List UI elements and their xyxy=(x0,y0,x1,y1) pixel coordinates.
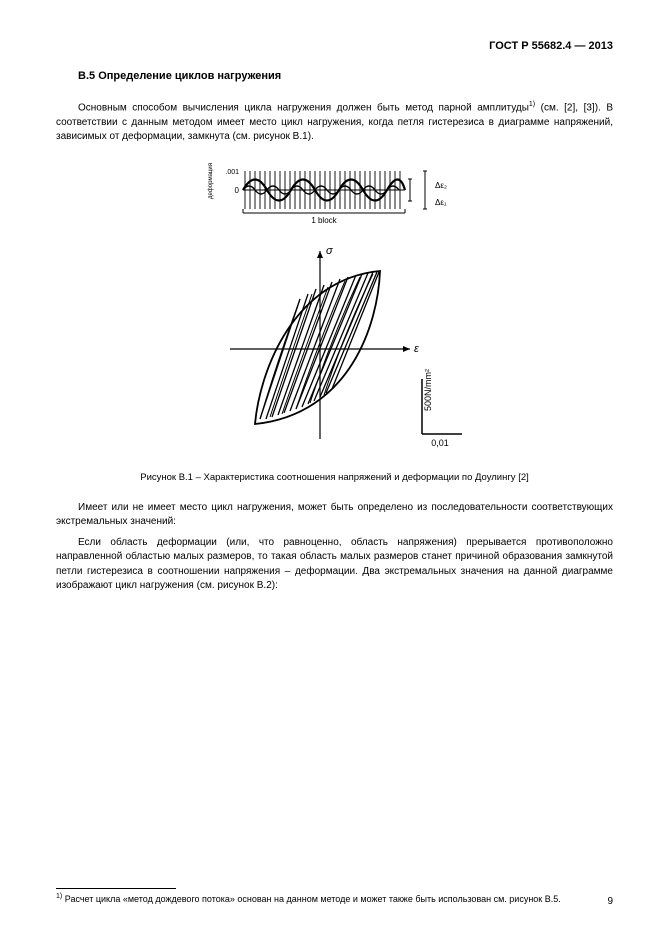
footnote-text: Расчет цикла «метод дождевого потока» ос… xyxy=(62,894,561,904)
paragraph-2: Имеет или не имеет место цикл нагружения… xyxy=(56,501,613,530)
footnote-rule xyxy=(56,888,176,889)
figure-b1-caption: Рисунок В.1 – Характеристика соотношения… xyxy=(56,472,613,483)
figure-b1-top: деформация .001 0 xyxy=(56,157,613,225)
block-label: 1 block xyxy=(311,216,337,225)
ytick-001: .001 xyxy=(225,169,239,176)
doc-standard-code: ГОСТ Р 55682.4 — 2013 xyxy=(56,40,613,52)
page-number: 9 xyxy=(607,896,613,907)
section-title-text: Определение циклов нагружения xyxy=(98,70,281,82)
epsilon-label: ε xyxy=(414,343,419,355)
hysteresis-diagram: σ ε xyxy=(200,239,470,454)
figure-b1-bottom: σ ε xyxy=(56,239,613,454)
sigma-label: σ xyxy=(326,245,333,257)
footnote-1: 1) Расчет цикла «метод дождевого потока»… xyxy=(56,892,613,905)
wave-diagram: деформация .001 0 xyxy=(205,157,465,225)
scale-x: 0,01 xyxy=(431,438,449,448)
delta-eps2: Δε₂ xyxy=(435,181,447,190)
paragraph-3: Если область деформации (или, что равноц… xyxy=(56,536,613,594)
paragraph-1: Основным способом вычисления цикла нагру… xyxy=(56,100,613,145)
section-heading: В.5 Определение циклов нагружения xyxy=(78,70,613,82)
scale-y: 500N/mm² xyxy=(423,369,433,411)
p1-text: Основным способом вычисления цикла нагру… xyxy=(78,102,529,113)
delta-eps1: Δε₁ xyxy=(435,198,447,207)
ylabel-vert: деформация xyxy=(208,163,214,199)
section-number: В.5 xyxy=(78,70,95,82)
ytick-0: 0 xyxy=(234,186,239,195)
